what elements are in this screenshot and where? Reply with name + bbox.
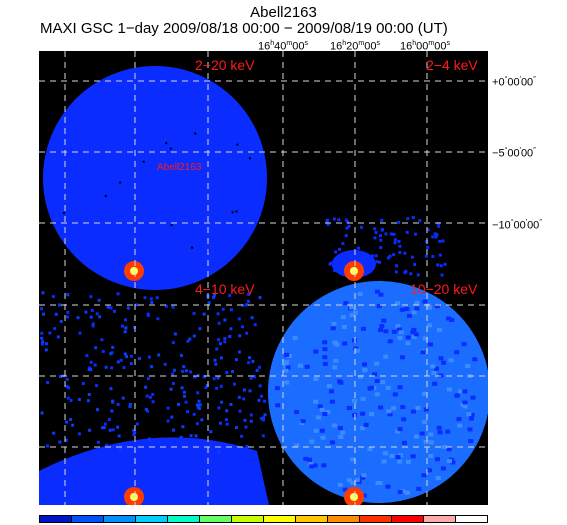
colorbar-segment-4 [136, 516, 168, 522]
colorbar-segment-1 [40, 516, 72, 522]
colorbar-segment-11 [360, 516, 392, 522]
bright-source-spot-2 [344, 261, 364, 281]
energy-band-panels [39, 66, 488, 505]
ra-tick-label-2: 16h20m00s [330, 40, 380, 53]
colorbar-segment-9 [296, 516, 328, 522]
colorbar-segment-8 [264, 516, 296, 522]
colorbar-segment-2 [72, 516, 104, 522]
ra-tick-label-1: 16h40m00s [258, 40, 308, 53]
bright-source-spot-4 [344, 487, 364, 505]
colorbar-segment-3 [104, 516, 136, 522]
ra-tick-label-3: 16h00m00s [400, 40, 450, 53]
bright-source-spot-1 [124, 261, 144, 281]
sky-map: 2−20 keV 2−4 keV 4−10 keV 10−20 keV Abel… [39, 51, 488, 505]
panel-label-10-20kev: 10−20 keV [410, 281, 478, 297]
colorbar-segment-7 [232, 516, 264, 522]
colorbar-segment-10 [328, 516, 360, 522]
source-label: Abell2163 [157, 162, 202, 173]
bright-source-spot-3 [124, 487, 144, 505]
coordinate-grid [39, 51, 488, 505]
panel-label-2-4kev: 2−4 keV [426, 57, 478, 73]
colorbar-segment-14 [456, 516, 487, 522]
colorbar-segment-13 [424, 516, 456, 522]
panel-disk-10-20kev [268, 281, 488, 503]
dec-tick-label-1: +0°00′00″ [492, 76, 536, 89]
dec-tick-label-3: −10°00′00″ [492, 219, 542, 232]
panel-label-4-10kev: 4−10 keV [195, 281, 255, 297]
color-scale-bar [39, 515, 488, 523]
dec-tick-label-2: −5°00′00″ [492, 147, 536, 160]
panel-label-2-20kev: 2−20 keV [195, 57, 255, 73]
colorbar-segment-6 [200, 516, 232, 522]
colorbar-segment-12 [392, 516, 424, 522]
image-subtitle: MAXI GSC 1−day 2009/08/18 00:00 − 2009/0… [40, 20, 448, 37]
image-title: Abell2163 [250, 4, 317, 21]
panel-disk-2-20kev [43, 66, 267, 290]
sky-map-image [39, 51, 488, 505]
panel-cap-4-10kev [39, 437, 269, 505]
colorbar-segment-5 [168, 516, 200, 522]
